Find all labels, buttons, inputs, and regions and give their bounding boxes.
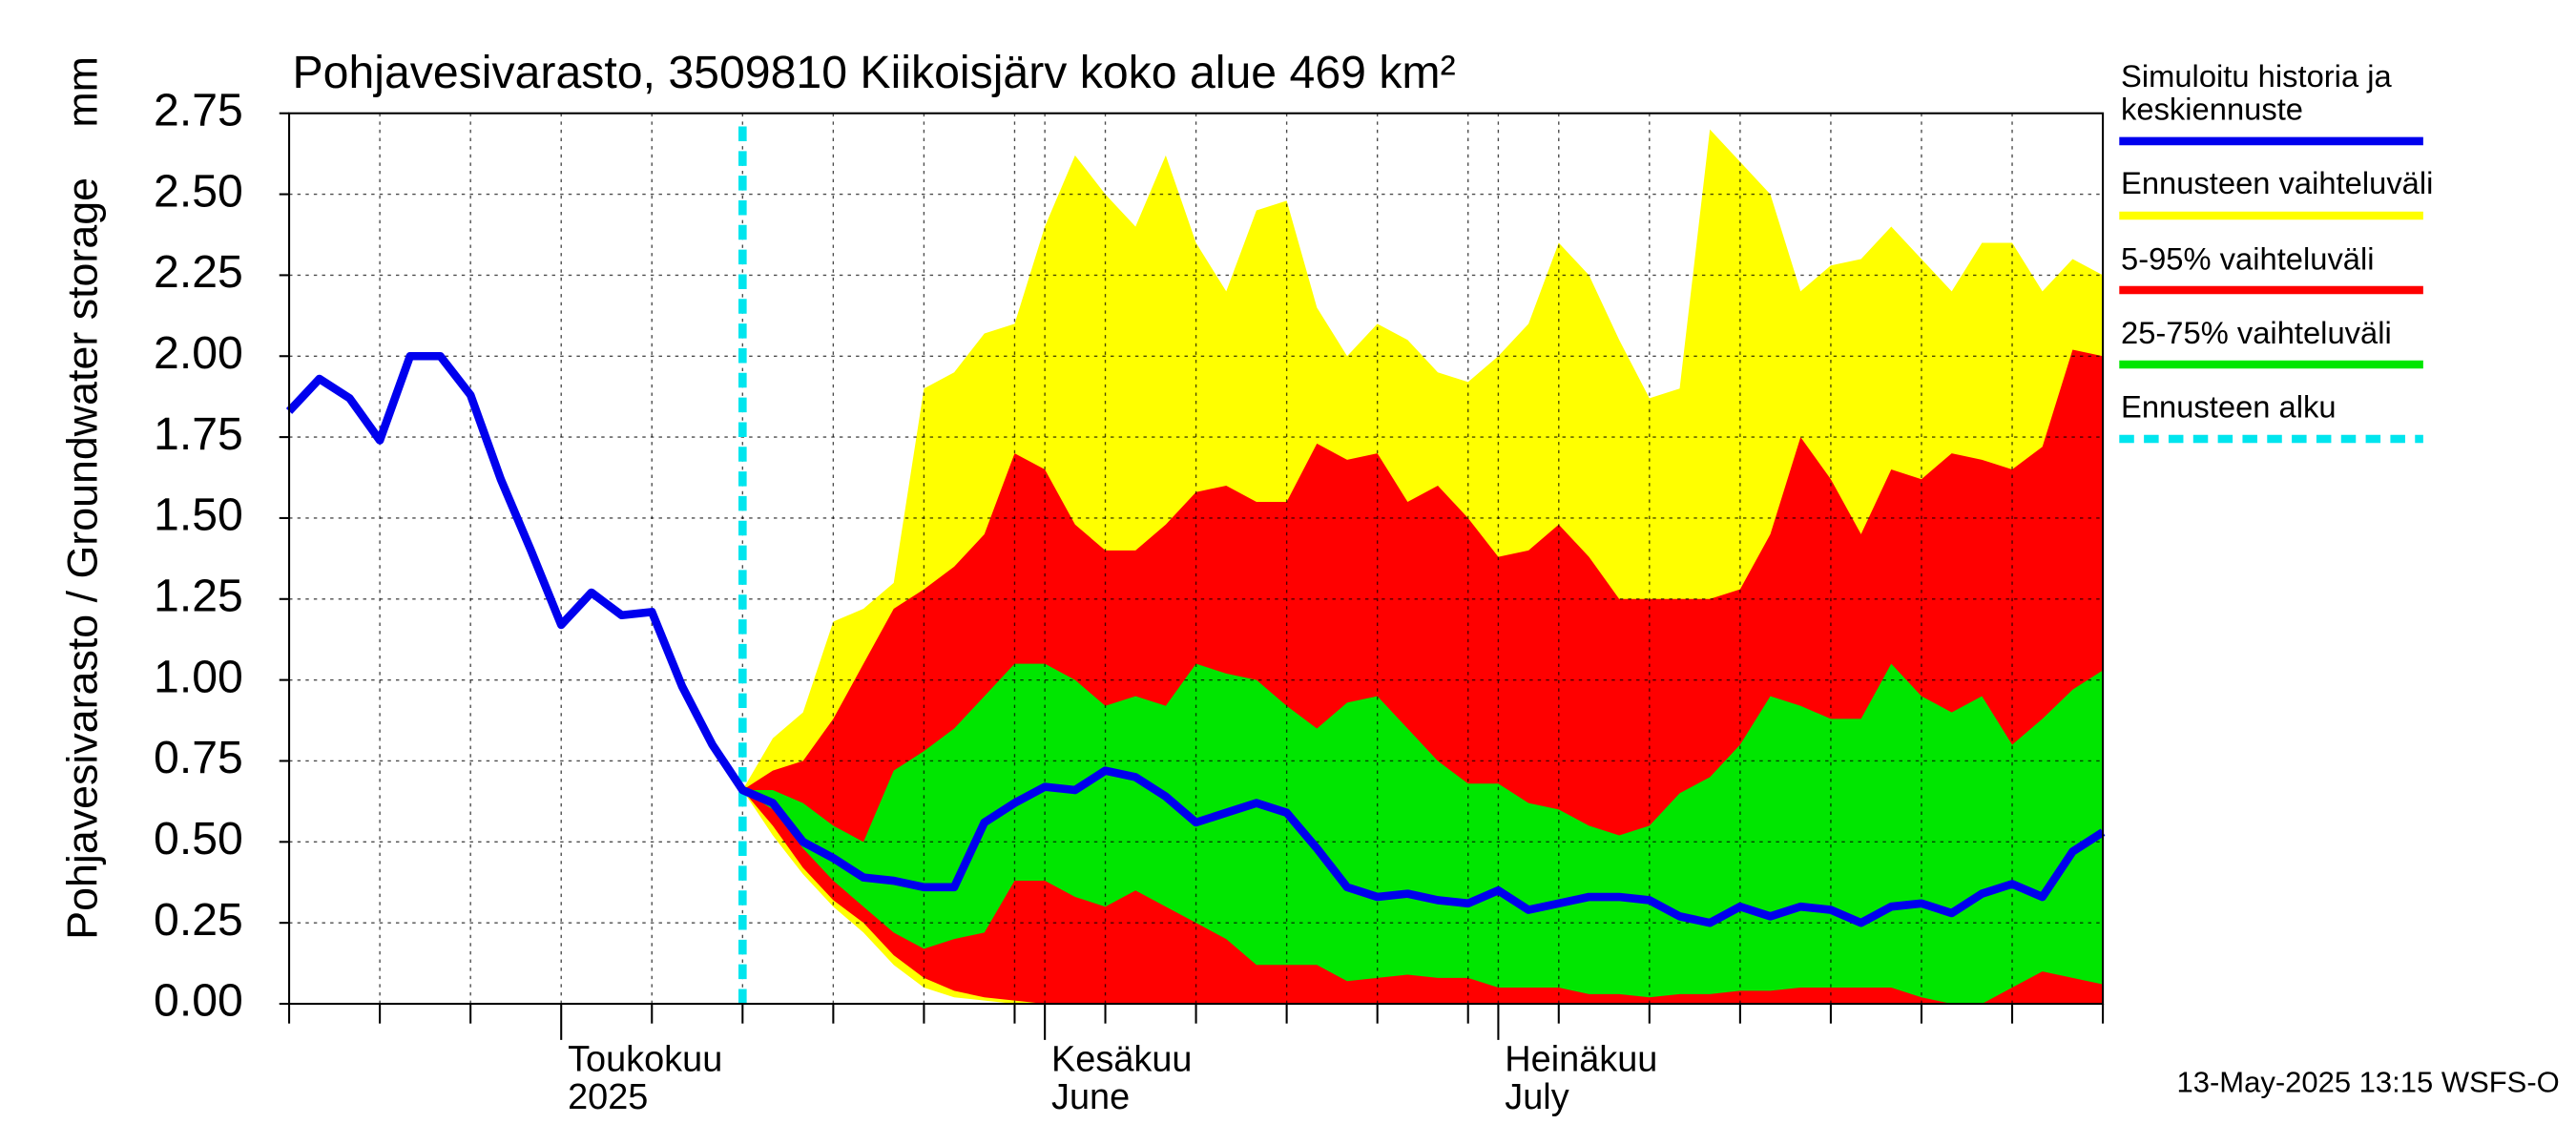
- y-axis-unit: mm: [58, 56, 106, 128]
- y-tick-label: 1.00: [154, 651, 243, 702]
- legend-label-box: 25-75% vaihteluväli: [2121, 318, 2392, 352]
- y-tick-label: 2.75: [154, 84, 243, 135]
- y-tick-label: 1.75: [154, 408, 243, 460]
- y-tick-label: 2.25: [154, 246, 243, 298]
- y-tick-label: 1.50: [154, 489, 243, 541]
- x-tick-label-box: Kesäkuu June: [1051, 1039, 1193, 1117]
- x-tick-label-box: Toukokuu 2025: [568, 1039, 723, 1117]
- x-tick-label: Heinäkuu July: [1505, 1039, 1658, 1117]
- legend-label-box: Ennusteen vaihteluväli: [2121, 169, 2434, 203]
- legend-label-box: Ennusteen alku: [2121, 392, 2337, 427]
- y-tick-label: 0.75: [154, 732, 243, 783]
- x-tick-label: Toukokuu 2025: [568, 1039, 723, 1117]
- series-line: [285, 351, 2106, 927]
- y-tick-label: 2.50: [154, 165, 243, 217]
- y-tick-label: 1.25: [154, 571, 243, 622]
- legend-label: 5-95% vaihteluväli: [2121, 243, 2375, 278]
- legend-label: Ennusteen alku: [2121, 392, 2337, 427]
- forecast-band: [742, 663, 2104, 1005]
- y-axis-label: Pohjavesivarasto / Groundwater storage: [58, 177, 106, 940]
- legend-label: Ennusteen vaihteluväli: [2121, 169, 2434, 203]
- legend-label: Simuloitu historia ja keskiennuste: [2121, 62, 2392, 129]
- legend-label: 25-75% vaihteluväli: [2121, 318, 2392, 352]
- footer: 13-May-2025 13:15 WSFS-O: [2177, 1066, 2560, 1099]
- legend-label-box: Simuloitu historia ja keskiennuste: [2121, 62, 2392, 129]
- chart-title: Pohjavesivarasto, 3509810 Kiikoisjärv ko…: [293, 47, 1456, 98]
- x-tick-label-box: Heinäkuu July: [1505, 1039, 1658, 1117]
- y-tick-label: 2.00: [154, 327, 243, 379]
- legend-label-box: 5-95% vaihteluväli: [2121, 243, 2375, 278]
- y-tick-label: 0.50: [154, 813, 243, 864]
- y-tick-label: 0.25: [154, 894, 243, 946]
- y-tick-label: 0.00: [154, 975, 243, 1027]
- x-tick-label: Kesäkuu June: [1051, 1039, 1193, 1117]
